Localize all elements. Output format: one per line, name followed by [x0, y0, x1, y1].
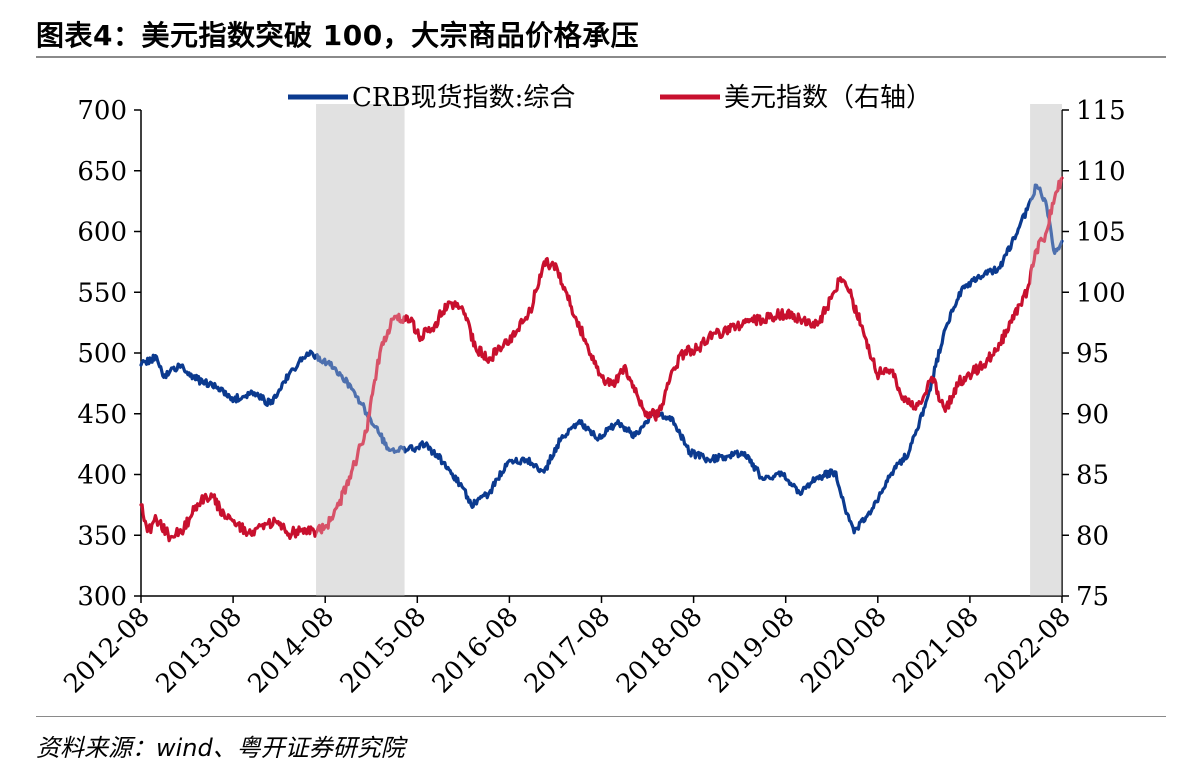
y-tick-label-left-400: 400 — [77, 461, 127, 491]
y-tick-label-right-85: 85 — [1076, 461, 1109, 491]
source-divider — [36, 716, 1166, 717]
x-tick-label-2015-08: 2015-08 — [335, 602, 433, 700]
y-tick-label-left-450: 450 — [77, 400, 127, 430]
source-note: 资料来源：wind、粤开证券研究院 — [36, 734, 405, 762]
x-tick-label-2020-08: 2020-08 — [795, 602, 893, 700]
y-tick-label-right-110: 110 — [1076, 157, 1126, 187]
series-line-usd — [139, 176, 1064, 543]
shade-overlay-1 — [316, 104, 405, 596]
legend-label-crb: CRB现货指数:综合 — [352, 83, 575, 113]
legend: CRB现货指数:综合 美元指数（右轴） — [288, 83, 932, 113]
title-divider — [36, 56, 1166, 58]
x-tick-label-2018-08: 2018-08 — [611, 602, 709, 700]
y-tick-label-right-75: 75 — [1076, 582, 1109, 612]
y-tick-label-left-350: 350 — [77, 521, 127, 551]
x-tick-label-2022-08: 2022-08 — [979, 602, 1077, 700]
shade-overlay-2 — [1030, 104, 1062, 596]
y-tick-label-right-95: 95 — [1076, 339, 1109, 369]
chart-axes: 300 350 400 450 500 550 600 650 700 75 80 85 90 95 100… — [58, 96, 1125, 699]
y-tick-label-right-105: 105 — [1076, 218, 1126, 248]
y-tick-label-left-300: 300 — [77, 582, 127, 612]
y-tick-label-right-100: 100 — [1076, 278, 1126, 308]
y-tick-label-left-600: 600 — [77, 218, 127, 248]
x-tick-label-2017-08: 2017-08 — [519, 602, 617, 700]
shaded-period-1 — [316, 104, 405, 596]
y-tick-label-right-80: 80 — [1076, 521, 1109, 551]
y-tick-label-right-115: 115 — [1076, 96, 1126, 126]
x-tick-label-2014-08: 2014-08 — [243, 602, 341, 700]
legend-label-usd: 美元指数（右轴） — [724, 83, 932, 113]
series-line-crb — [139, 183, 1064, 535]
x-tick-label-2016-08: 2016-08 — [427, 602, 525, 700]
y-tick-label-left-550: 550 — [77, 278, 127, 308]
series-lines — [139, 104, 1064, 596]
y-tick-label-right-90: 90 — [1076, 400, 1109, 430]
x-tick-label-2019-08: 2019-08 — [703, 602, 801, 700]
shaded-periods — [316, 104, 1062, 596]
x-tick-label-2012-08: 2012-08 — [58, 602, 156, 700]
x-tick-label-2021-08: 2021-08 — [887, 602, 985, 700]
x-tick-label-2013-08: 2013-08 — [150, 602, 248, 700]
y-tick-label-left-500: 500 — [77, 339, 127, 369]
y-tick-label-left-700: 700 — [77, 96, 127, 126]
chart-title: 图表4：美元指数突破 100，大宗商品价格承压 — [36, 19, 640, 52]
y-tick-label-left-650: 650 — [77, 157, 127, 187]
